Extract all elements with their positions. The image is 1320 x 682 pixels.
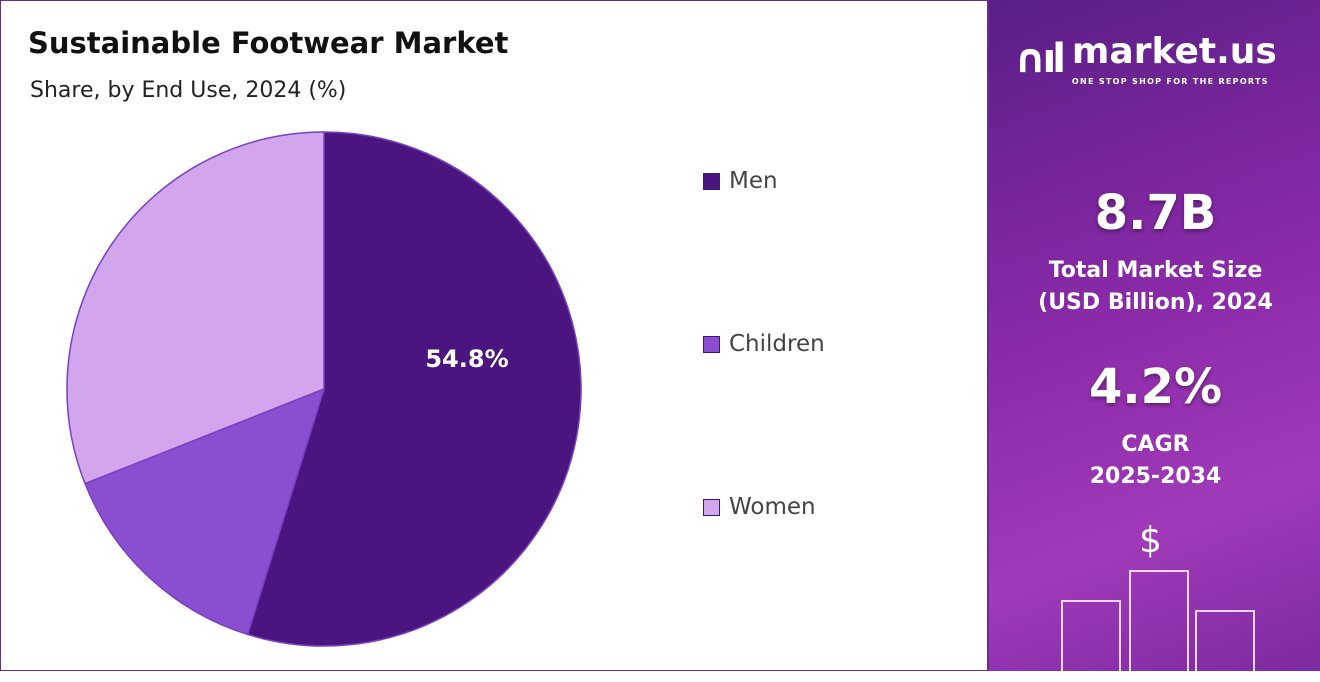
summary-panel: ∩ıl market.us ONE STOP SHOP FOR THE REPO… [987, 0, 1320, 682]
logo-tagline: ONE STOP SHOP FOR THE REPORTS [1071, 77, 1269, 86]
dollar-icon: $ [1139, 520, 1162, 561]
pie-slice-men [246, 131, 582, 647]
logo-icon: ∩ıl [1014, 35, 1066, 82]
pie-slice-children [84, 387, 326, 636]
cagr-label-1: CAGR [1121, 432, 1190, 457]
legend-label: Men [729, 168, 778, 194]
cagr-value: 4.2% [1088, 359, 1223, 415]
cagr-label-2: 2025-2034 [1089, 464, 1222, 489]
legend-label: Children [729, 331, 825, 357]
arrow-up-icon [1061, 600, 1121, 682]
legend-swatch [703, 335, 720, 353]
chart-subtitle: Share, by End Use, 2024 (%) [30, 78, 347, 103]
chart-title: Sustainable Footwear Market [28, 26, 509, 60]
legend-item-children: Children [703, 331, 825, 357]
market-us-logo: ∩ıl market.us ONE STOP SHOP FOR THE REPO… [1014, 30, 1277, 87]
arrow-up-icon [1195, 610, 1255, 682]
legend-label: Women [729, 494, 816, 520]
logo-name: market.us [1071, 31, 1277, 72]
data-label: 54.8% [425, 345, 508, 373]
pie-slice-women [66, 131, 325, 485]
legend-item-men: Men [703, 168, 778, 194]
legend-swatch [703, 172, 720, 190]
legend-swatch [703, 498, 720, 516]
market-size-label-2: (USD Billion), 2024 [1038, 290, 1273, 315]
legend-item-women: Women [703, 494, 816, 520]
arrow-up-icon [1129, 570, 1189, 682]
pie-chart: 54.8% [66, 131, 582, 647]
market-size-label-1: Total Market Size [1048, 258, 1263, 283]
market-size-value: 8.7B [1094, 185, 1217, 241]
